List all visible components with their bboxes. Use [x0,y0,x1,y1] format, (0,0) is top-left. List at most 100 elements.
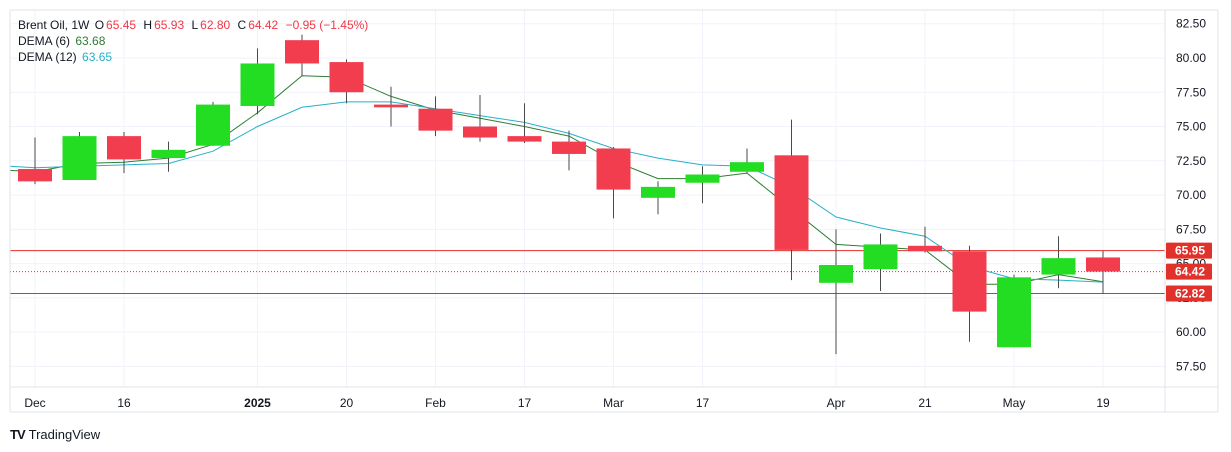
time-axis-label: Dec [24,396,45,410]
candle-body-down [596,148,631,190]
candle [997,274,1031,348]
candle [418,96,453,137]
time-axis-label: 17 [696,396,710,410]
time-axis-label: 21 [918,396,932,410]
candle [596,147,631,219]
candle [641,181,675,215]
chart-legend: Brent Oil, 1W O 65.45 H 65.93 L 62.80 C 64.4… [18,17,372,65]
candle-body-up [685,174,720,183]
candle [908,226,942,253]
candle [685,166,720,204]
dema6-label: DEMA (6) [18,34,71,48]
candle-body-down [507,136,542,142]
candle [240,48,275,115]
open-label: O [94,18,105,32]
time-axis-label: 19 [1096,396,1110,410]
candle-body-up [730,162,764,172]
level-low-badge-bg [1166,285,1212,302]
candle-body-up [240,63,275,106]
candle-body-down [18,169,52,182]
candle [62,132,97,180]
price-axis-label: 80.00 [1176,51,1206,65]
price-axis-label: 67.50 [1176,222,1206,236]
low-value: 62.80 [200,18,231,32]
candle-body-up [196,104,230,146]
ohlc-row: Brent Oil, 1W O 65.45 H 65.93 L 62.80 C 64.4… [18,17,372,33]
candle-body-down [552,141,586,154]
symbol-label[interactable]: Brent Oil, 1W [18,18,90,32]
last-price-badge-text: 64.42 [1175,265,1205,279]
candle [18,137,52,185]
candle [107,132,141,174]
tradingview-logo-icon: TV [10,427,26,442]
candle [196,101,230,146]
candle [1086,250,1120,294]
dema-lines [9,75,1104,285]
price-axis-label: 70.00 [1176,188,1206,202]
dema6-line [9,75,1104,285]
level-high-badge-text: 65.95 [1175,244,1205,258]
close-label: C [237,18,247,32]
level-low-badge-text: 62.82 [1175,287,1205,301]
last-price-badge-bg [1166,263,1212,280]
change-value: −0.95 (−1.45%) [285,18,369,32]
candle [552,130,586,171]
candle-body-up [1041,258,1076,275]
chart-grid [10,10,1165,387]
candle [463,94,497,142]
high-label: H [143,18,153,32]
time-axis-label: 20 [340,396,354,410]
candle [730,148,764,174]
candle-body-up [62,136,97,180]
candle-body-up [997,277,1031,348]
price-axis-label: 57.50 [1176,359,1206,373]
price-badges: 65.95 64.42 62.82 [1166,242,1212,302]
low-label: L [191,18,199,32]
candle-body-down [463,126,497,138]
price-axis-label: 77.50 [1176,85,1206,99]
candle-body-up [819,264,853,283]
candle [952,245,987,342]
candle-body-up [641,186,675,198]
time-axis-label: Feb [425,396,446,410]
candle [863,233,898,292]
candle-body-down [418,108,453,131]
time-axis-label: 16 [117,396,131,410]
time-axis-label: May [1003,396,1026,410]
close-value: 64.42 [248,18,279,32]
candle-body-down [908,245,942,252]
price-axis-label: 82.50 [1176,17,1206,31]
candle [774,119,809,281]
time-axis-label: Apr [827,396,846,410]
time-axis[interactable]: Dec 16 2025 20 Feb 17 Mar 17 Apr 21 May 19 [24,396,1110,410]
candle-body-down [952,251,987,312]
time-axis-label: 2025 [244,396,271,410]
candle [507,103,542,143]
candle [819,229,853,355]
dema12-row[interactable]: DEMA (12) 63.65 [18,49,372,65]
candles [18,34,1120,355]
candle-body-down [774,155,809,250]
candle [285,34,319,76]
dema6-row[interactable]: DEMA (6) 63.68 [18,33,372,49]
dema6-value: 63.68 [75,34,106,48]
candle [374,86,408,127]
tradingview-brand[interactable]: TV TradingView [10,427,100,442]
candle-body-down [285,40,319,64]
chart-axes [9,9,1219,413]
dema12-value: 63.65 [82,50,113,64]
price-axis-label: 60.00 [1176,325,1206,339]
dema12-label: DEMA (12) [18,50,77,64]
candle [1041,236,1076,289]
dema12-line [9,101,1104,283]
candle-body-up [863,244,898,270]
candle-body-down [107,136,141,160]
price-axis-label: 72.50 [1176,154,1206,168]
candle [151,141,186,172]
open-value: 65.45 [106,18,137,32]
time-axis-label: Mar [603,396,624,410]
candle-body-down [374,104,408,108]
time-axis-label: 17 [518,396,532,410]
price-axis[interactable]: 57.5060.0062.5065.0067.5070.0072.5075.00… [1176,17,1206,374]
